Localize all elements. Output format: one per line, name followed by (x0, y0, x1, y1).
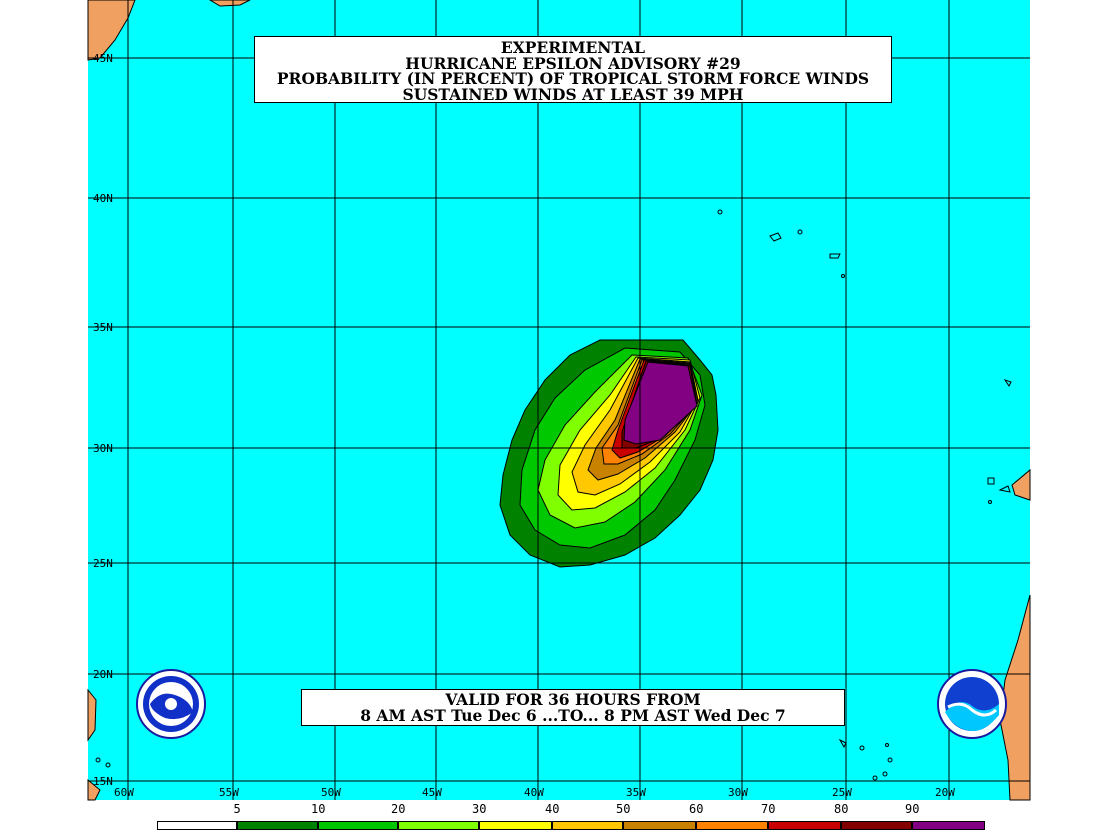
lon-label-50w: 50W (321, 786, 341, 799)
lat-label-25n: 25N (93, 557, 113, 570)
valid-period-box: VALID FOR 36 HOURS FROM 8 AM AST Tue Dec… (301, 689, 845, 726)
legend-label-80: 80 (834, 802, 849, 816)
legend-label-60: 60 (689, 802, 704, 816)
lon-label-25w: 25W (832, 786, 852, 799)
title-box: EXPERIMENTAL HURRICANE EPSILON ADVISORY … (254, 36, 892, 103)
legend-swatch-6 (623, 821, 696, 830)
legend-swatch-1 (237, 821, 318, 830)
legend-label-70: 70 (761, 802, 776, 816)
lon-label-20w: 20W (935, 786, 955, 799)
legend-swatch-0 (157, 821, 237, 830)
lat-label-30n: 30N (93, 442, 113, 455)
title-line-1: EXPERIMENTAL (500, 38, 646, 57)
contour-90 (623, 361, 698, 445)
lon-label-55w: 55W (219, 786, 239, 799)
valid-line-2: 8 AM AST Tue Dec 6 ...TO... 8 PM AST Wed… (360, 706, 786, 725)
legend-swatch-8 (768, 821, 841, 830)
valid-line-1: VALID FOR 36 HOURS FROM (445, 690, 701, 709)
lat-label-45n: 45N (93, 52, 113, 65)
probability-contours (499, 339, 719, 568)
lat-label-15n: 15N (93, 775, 113, 788)
lat-label-20n: 20N (93, 668, 113, 681)
lon-label-35w: 35W (626, 786, 646, 799)
title-line-3: PROBABILITY (IN PERCENT) OF TROPICAL STO… (276, 69, 870, 88)
legend-label-5: 5 (233, 802, 241, 816)
legend-swatch-2 (318, 821, 398, 830)
lat-label-40n: 40N (93, 192, 113, 205)
lon-label-30w: 30W (728, 786, 748, 799)
legend-label-20: 20 (391, 802, 406, 816)
title-line-2: HURRICANE EPSILON ADVISORY #29 (405, 53, 741, 73)
land-areas (87, 0, 1031, 801)
legend-label-10: 10 (311, 802, 326, 816)
lon-label-45w: 45W (422, 786, 442, 799)
legend-label-40: 40 (545, 802, 560, 816)
noaa-logo (937, 669, 1007, 739)
legend-label-90: 90 (905, 802, 920, 816)
legend-swatch-3 (398, 821, 479, 830)
legend-swatch-4 (479, 821, 552, 830)
legend-swatch-9 (841, 821, 912, 830)
islands (95, 209, 1012, 781)
legend-swatch-5 (552, 821, 623, 830)
lon-label-60w: 60W (114, 786, 134, 799)
lat-label-35n: 35N (93, 321, 113, 334)
lon-label-40w: 40W (524, 786, 544, 799)
legend-label-50: 50 (616, 802, 631, 816)
legend-label-30: 30 (472, 802, 487, 816)
title-line-4: SUSTAINED WINDS AT LEAST 39 MPH (402, 84, 744, 104)
legend-swatch-10 (912, 821, 985, 830)
nws-logo (136, 669, 206, 739)
legend-swatch-7 (696, 821, 768, 830)
